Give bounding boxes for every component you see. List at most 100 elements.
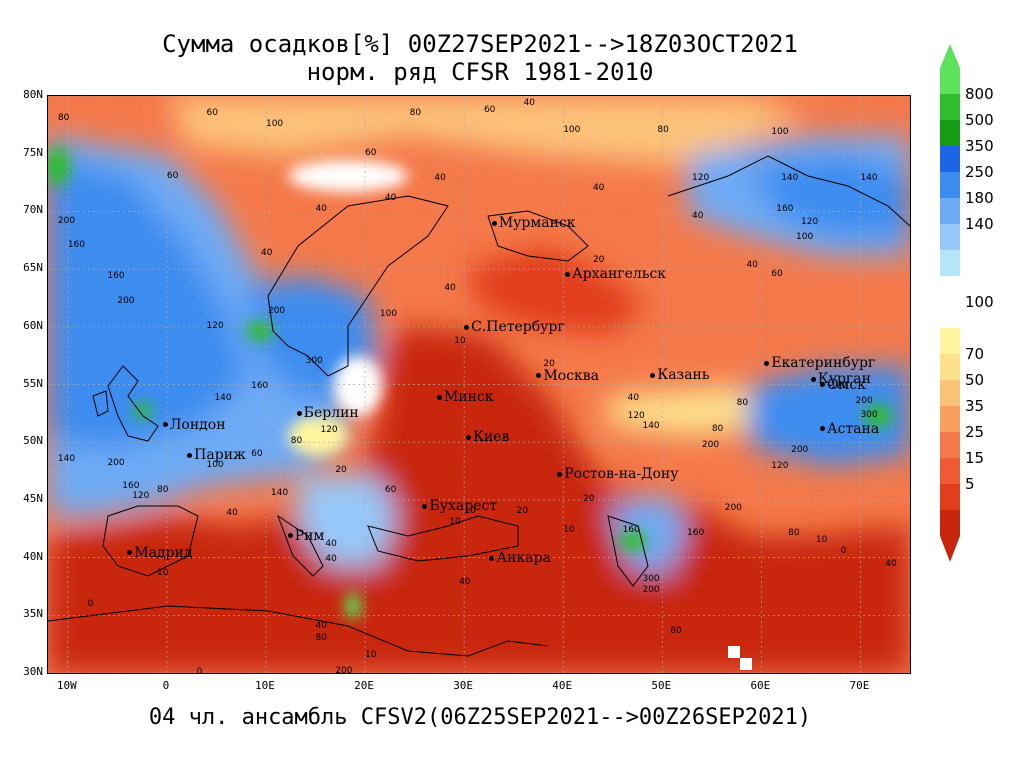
legend-label: 350 [965,137,994,155]
contour-label: 20 [516,505,529,516]
contour-label: 160 [687,527,705,538]
contour-label: 200 [335,666,353,674]
contour-label: 200 [855,396,873,407]
legend-label: 15 [965,449,985,467]
contour-label: 80 [156,484,169,495]
contour-label: 10 [563,525,575,536]
contour-label: 300 [860,409,878,420]
city-name: Париж [194,447,246,464]
legend-swatch [940,120,960,146]
city-label: Архангельск [565,266,666,282]
city-label: Мурманск [491,215,576,232]
contour-label: 40 [384,192,397,203]
legend-label: 500 [965,111,994,129]
latitude-tick-label: 70N [23,203,43,217]
longitude-tick-label: 60E [750,679,771,692]
longitude-tick-label: 30E [453,679,474,692]
city-name: Архангельск [572,266,667,283]
city-label: Екатеринбург [764,355,875,371]
contour-label: 120 [801,217,819,228]
contour-label: 60 [365,147,377,158]
contour-label: 10 [156,567,169,578]
legend-swatch [940,380,960,406]
city-marker [810,376,816,382]
contour-label: 300 [642,573,660,584]
city-name: Астана [827,420,880,437]
legend-swatch [940,354,960,380]
dry-region-south [48,326,910,673]
city-label: Париж [187,447,246,463]
missing-data-square [728,646,740,658]
legend-swatch [940,484,960,510]
legend-label: 50 [965,371,985,389]
contour-label: 120 [771,460,789,471]
contour-label: 160 [107,271,125,282]
green-spot-britain [133,403,153,419]
legend-swatch [940,250,960,276]
legend-swatch [940,510,960,536]
contour-label: 100 [206,459,224,470]
longitude-tick-label: 50E [651,679,672,692]
contour-label: 20 [583,494,595,505]
contour-label: 100 [563,124,581,135]
city-name: Омск [827,376,866,393]
contour-label: 160 [622,525,640,536]
legend-swatch [940,198,960,224]
green-spot-norway [246,321,274,341]
city-marker [436,394,442,400]
contour-label: 200 [701,439,720,450]
latitude-tick-label: 65N [23,261,43,275]
contour-label: 140 [860,173,878,184]
legend-label: 140 [965,215,994,233]
legend-label: 5 [965,475,975,493]
city-name: Берлин [303,405,359,422]
coastlines [48,155,910,657]
white-patch-baltic [334,356,382,416]
city-name: Мурманск [498,215,576,232]
legend-swatch [940,94,960,120]
contour-label: 60 [251,449,263,460]
precipitation-map: 80 60 100 80 60 40 100 80 100 60 60 40 40 40 40 200 160 1… [47,95,911,674]
contour-label: 40 [444,282,456,293]
contour-label: 60 [771,269,783,280]
contour-label: 80 [788,527,800,538]
city-label: Бухарест [422,498,497,514]
contour-label: 120 [132,490,150,501]
precip-field [48,96,910,673]
contour-label: 10 [815,534,828,545]
latitude-tick-label: 50N [23,434,43,448]
city-marker [820,426,825,432]
contour-label: 140 [57,453,76,464]
longitude-tick-label: 10W [56,679,77,692]
wet-region-balkans [298,476,398,566]
color-legend [940,44,960,562]
contour-label: 40 [315,204,327,215]
city-marker [650,372,656,378]
city-marker [764,360,770,366]
city-label: Киев [466,429,509,445]
city-marker [296,410,302,416]
contour-label: 40 [325,554,337,565]
contour-label: 100 [379,309,398,320]
contour-label: 40 [261,248,273,259]
contour-label: 160 [251,381,269,392]
contour-label: 80 [409,107,422,118]
green-spot-greece [345,592,361,620]
city-label: Казань [650,367,710,383]
contour-label: 20 [335,465,347,476]
contour-label: 10 [464,505,476,516]
contour-label: 200 [117,295,135,306]
city-marker [287,533,293,539]
contour-label: 120 [830,381,848,392]
contour-label: 40 [692,211,704,222]
city-label: Москва [536,368,599,384]
contour-label: 200 [107,458,125,469]
city-label: Курган [810,371,871,387]
wet-region-caucasus [608,496,688,576]
longitude-tick-label: 70E [849,679,870,692]
city-marker [557,471,563,477]
contour-label: 40 [627,392,640,403]
contour-label: 60 [206,107,218,118]
chart-title: Сумма осадков[%] 00Z27SEP2021-->18Z03OCT… [162,30,798,58]
